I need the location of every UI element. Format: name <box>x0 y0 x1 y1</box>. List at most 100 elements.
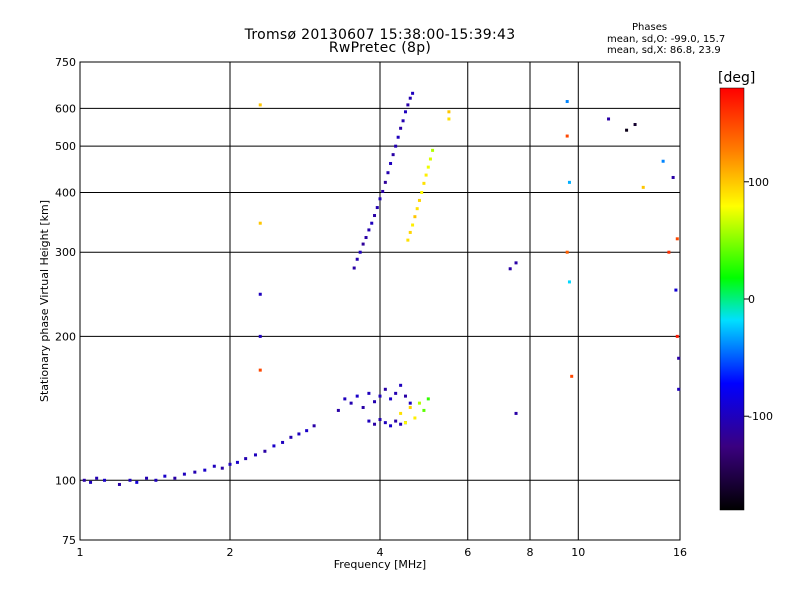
data-point <box>565 134 569 138</box>
data-point <box>389 161 393 165</box>
data-point <box>378 418 382 422</box>
data-point <box>103 478 107 482</box>
data-point <box>358 250 362 254</box>
data-point <box>378 394 382 398</box>
data-point <box>661 159 665 163</box>
data-point <box>154 478 158 482</box>
data-point <box>408 96 412 100</box>
chart-title: Tromsø 20130607 15:38:00-15:39:43 <box>244 27 516 43</box>
data-point <box>370 221 374 225</box>
colorbar-tick-label: 0 <box>748 293 755 306</box>
data-point <box>263 449 267 453</box>
plot-frame <box>79 61 681 541</box>
data-point <box>128 478 132 482</box>
data-point <box>428 157 432 161</box>
data-point <box>408 401 412 405</box>
data-point <box>413 215 417 219</box>
data-point <box>193 470 197 474</box>
colorbar-label: [deg] <box>718 70 755 86</box>
data-point <box>667 250 671 254</box>
data-point <box>89 480 93 484</box>
data-point <box>361 405 365 409</box>
phase-stats-x: mean, sd,X: 86.8, 23.9 <box>607 45 721 56</box>
data-point <box>95 476 99 480</box>
data-point <box>117 482 121 486</box>
data-point <box>258 334 262 338</box>
data-point <box>411 223 415 227</box>
data-point <box>403 394 407 398</box>
data-point <box>406 103 410 107</box>
data-point <box>641 185 645 189</box>
y-tick-label: 600 <box>55 102 76 115</box>
data-point <box>408 230 412 234</box>
y-tick-label: 750 <box>55 56 76 69</box>
data-point <box>258 103 262 107</box>
data-point <box>258 221 262 225</box>
data-points <box>82 91 681 486</box>
data-point <box>258 292 262 296</box>
data-point <box>570 374 574 378</box>
x-tick-label: 2 <box>227 546 234 559</box>
data-point <box>399 383 403 387</box>
data-point <box>567 280 571 284</box>
data-point <box>399 422 403 426</box>
data-point <box>677 356 681 360</box>
data-point <box>203 468 207 472</box>
data-point <box>514 411 518 415</box>
colorbar <box>719 87 745 511</box>
data-point <box>361 242 365 246</box>
data-point <box>447 117 451 121</box>
y-tick-label: 75 <box>62 534 76 547</box>
data-point <box>399 126 403 130</box>
x-tick-label: 8 <box>527 546 534 559</box>
data-point <box>394 391 398 395</box>
y-axis: 75 100 200 300 400 500 600 750 <box>55 56 76 547</box>
data-point <box>367 419 371 423</box>
data-point <box>417 401 421 405</box>
y-tick-label: 100 <box>55 474 76 487</box>
data-point <box>677 387 681 391</box>
data-point <box>355 257 359 261</box>
colorbar-ticks: 100 0 -100 <box>744 176 773 423</box>
data-point <box>235 460 239 464</box>
data-point <box>674 288 678 292</box>
data-point <box>364 236 368 240</box>
data-point <box>508 267 512 271</box>
data-point <box>373 422 377 426</box>
chart-subtitle: RwPretec (8p) <box>328 40 432 56</box>
data-point <box>607 117 611 121</box>
x-axis: 1 2 4 6 8 10 16 <box>77 546 688 559</box>
data-point <box>220 466 224 470</box>
grid <box>80 62 680 540</box>
y-tick-label: 200 <box>55 330 76 343</box>
y-tick-label: 400 <box>55 186 76 199</box>
data-point <box>386 171 390 175</box>
data-point <box>399 411 403 415</box>
data-point <box>565 250 569 254</box>
data-point <box>383 180 387 184</box>
y-axis-label: Stationary phase Virtual Height [km] <box>38 200 51 402</box>
data-point <box>312 424 316 428</box>
data-point <box>378 197 382 201</box>
data-point <box>426 397 430 401</box>
data-point <box>145 476 149 480</box>
data-point <box>411 91 415 95</box>
data-point <box>391 153 395 157</box>
data-point <box>289 435 293 439</box>
data-point <box>343 397 347 401</box>
data-point <box>424 173 428 177</box>
data-point <box>413 416 417 420</box>
x-axis-label: Frequency [MHz] <box>334 558 426 571</box>
x-tick-label: 4 <box>377 546 384 559</box>
data-point <box>426 165 430 169</box>
data-point <box>349 401 353 405</box>
data-point <box>408 405 412 409</box>
data-point <box>383 421 387 425</box>
data-point <box>420 190 424 194</box>
x-tick-label: 16 <box>673 546 687 559</box>
data-point <box>228 462 232 466</box>
data-point <box>367 228 371 232</box>
data-point <box>422 408 426 412</box>
data-point <box>163 474 167 478</box>
data-point <box>675 237 679 241</box>
